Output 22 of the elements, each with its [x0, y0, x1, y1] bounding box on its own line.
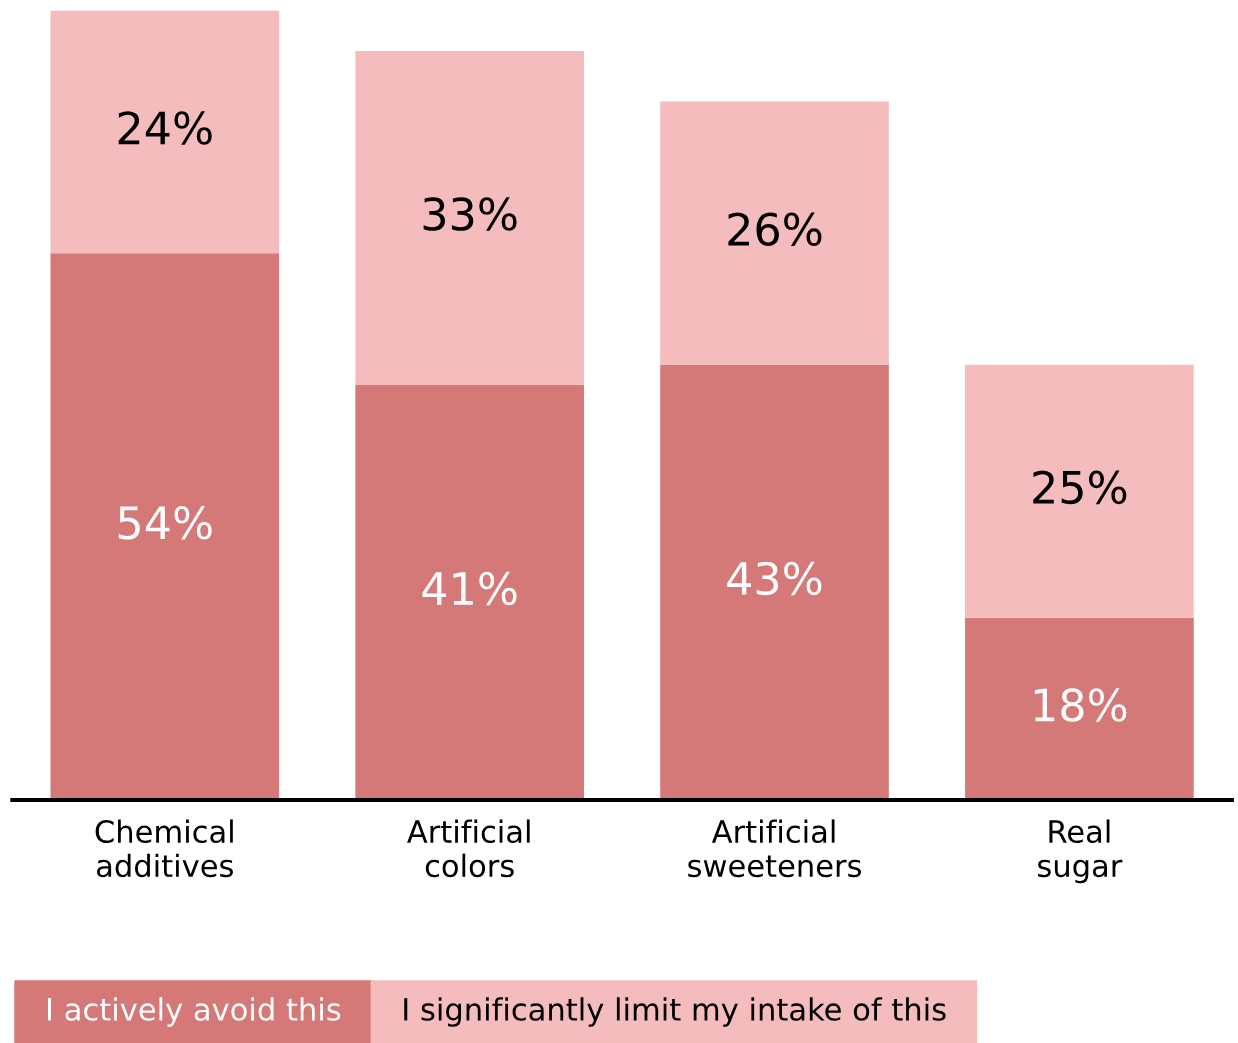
bar: [965, 617, 1194, 800]
bar: [660, 364, 889, 800]
text: I actively avoid this: [48, 997, 341, 1027]
x-tick-label: Chemical additives: [95, 819, 233, 878]
x-tick-label: Real sugar: [1038, 819, 1123, 884]
bar: [660, 101, 889, 365]
text: I significantly limit my intake of this: [404, 997, 946, 1027]
data-label: 43%: [727, 561, 822, 596]
data-label: 41%: [422, 571, 517, 606]
data-label: 26%: [728, 212, 822, 247]
bar: [355, 384, 584, 800]
bar: [355, 50, 584, 385]
x-tick-label: Artificial colors: [407, 819, 530, 878]
bar: [50, 253, 280, 800]
data-label: 54%: [118, 505, 212, 540]
bar: [50, 10, 280, 254]
data-label: 33%: [423, 197, 517, 231]
data-label: 18%: [1034, 688, 1127, 722]
bar: [965, 364, 1194, 618]
x-tick-label: Artificial sweeteners: [688, 819, 861, 878]
data-label: 25%: [1033, 470, 1127, 505]
data-label: 24%: [118, 111, 212, 145]
